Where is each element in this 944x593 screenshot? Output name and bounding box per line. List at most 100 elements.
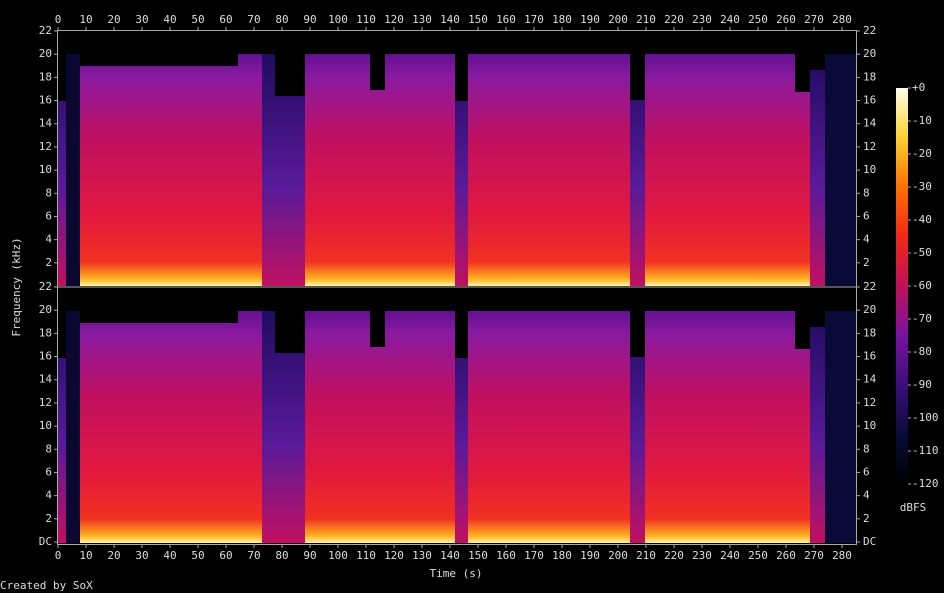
x-tick-label: 220 <box>664 549 684 562</box>
spectrogram-bottom <box>58 288 856 543</box>
x-tick-label-top: 40 <box>163 13 176 26</box>
y-tick-label: 4 <box>45 233 52 246</box>
y-tick-label: DC <box>39 535 52 548</box>
y-tick-label-right: 10 <box>863 419 876 432</box>
y-tick-label-right: 4 <box>863 233 870 246</box>
colorbar-tick-label: -90 <box>912 378 932 391</box>
x-tick-label-top: 110 <box>356 13 376 26</box>
x-tick-label: 230 <box>692 549 712 562</box>
y-tick-label: 10 <box>39 163 52 176</box>
spectrogram-top <box>58 31 856 286</box>
y-tick-label: 16 <box>39 350 52 363</box>
x-tick-label-top: 260 <box>776 13 796 26</box>
y-tick-label-right: 16 <box>863 350 876 363</box>
x-tick-label: 100 <box>328 549 348 562</box>
y-tick-label: 8 <box>45 442 52 455</box>
y-tick-label: 22 <box>39 24 52 37</box>
x-tick-label: 10 <box>79 549 92 562</box>
x-tick-label-top: 150 <box>468 13 488 26</box>
colorbar-tick-label: -20 <box>912 147 932 160</box>
x-tick-label: 200 <box>608 549 628 562</box>
y-tick-label-right: 14 <box>863 373 877 386</box>
y-tick-label: 20 <box>39 303 52 316</box>
y-tick-label: 14 <box>39 373 53 386</box>
x-tick-label-top: 280 <box>832 13 852 26</box>
y-tick-label: 18 <box>39 326 52 339</box>
colorbar-tick-label: -60 <box>912 279 932 292</box>
credit: Created by SoX <box>0 579 93 592</box>
x-tick-label: 270 <box>804 549 824 562</box>
x-tick-label-top: 120 <box>384 13 404 26</box>
x-tick-label-top: 160 <box>496 13 516 26</box>
x-tick-label: 40 <box>163 549 176 562</box>
x-tick-label-top: 210 <box>636 13 656 26</box>
colorbar-tick-label: -110 <box>912 444 939 457</box>
x-tick-label-top: 100 <box>328 13 348 26</box>
x-tick-label-top: 80 <box>275 13 288 26</box>
x-tick-label: 0 <box>55 549 62 562</box>
y-tick-label-right: 22 <box>863 24 876 37</box>
colorbar-tick-label: +0 <box>912 81 925 94</box>
y-tick-label-right: 8 <box>863 442 870 455</box>
x-tick-label: 140 <box>440 549 460 562</box>
colorbar-tick-label: -100 <box>912 411 939 424</box>
x-tick-label-top: 190 <box>580 13 600 26</box>
x-tick-label-top: 230 <box>692 13 712 26</box>
y-tick-label-right: 6 <box>863 209 870 222</box>
x-tick-label-top: 220 <box>664 13 684 26</box>
x-tick-label-top: 140 <box>440 13 460 26</box>
x-tick-label: 160 <box>496 549 516 562</box>
colorbar <box>896 88 908 484</box>
x-tick-label: 210 <box>636 549 656 562</box>
x-tick-label-top: 240 <box>720 13 740 26</box>
y-tick-label-right: 22 <box>863 280 876 293</box>
y-tick-label: 6 <box>45 465 52 478</box>
x-tick-label-top: 200 <box>608 13 628 26</box>
x-tick-label: 120 <box>384 549 404 562</box>
x-tick-label: 180 <box>552 549 572 562</box>
x-tick-label-top: 130 <box>412 13 432 26</box>
x-tick-label: 110 <box>356 549 376 562</box>
y-tick-label: 10 <box>39 419 52 432</box>
y-tick-label-right: DC <box>863 535 876 548</box>
y-tick-label: 20 <box>39 47 52 60</box>
y-tick-label: 16 <box>39 94 52 107</box>
y-tick-label-right: 6 <box>863 465 870 478</box>
x-tick-label: 20 <box>107 549 120 562</box>
y-tick-label: 8 <box>45 186 52 199</box>
y-tick-label-right: 20 <box>863 47 876 60</box>
y-tick-label-right: 8 <box>863 186 870 199</box>
x-tick-label: 260 <box>776 549 796 562</box>
y-tick-label-right: 20 <box>863 303 876 316</box>
y-tick-label-right: 12 <box>863 396 876 409</box>
x-tick-label: 170 <box>524 549 544 562</box>
y-tick-label-right: 2 <box>863 512 870 525</box>
x-tick-label-top: 10 <box>79 13 92 26</box>
colorbar-tick-label: -40 <box>912 213 932 226</box>
y-tick-label: 14 <box>39 117 53 130</box>
y-tick-label-right: 4 <box>863 489 870 502</box>
x-tick-label-top: 60 <box>219 13 232 26</box>
x-tick-label-top: 20 <box>107 13 120 26</box>
x-tick-label: 250 <box>748 549 768 562</box>
x-tick-label: 90 <box>303 549 316 562</box>
y-tick-label: 2 <box>45 256 52 269</box>
y-tick-label-right: 16 <box>863 94 876 107</box>
y-tick-label-right: 14 <box>863 117 877 130</box>
y-tick-label: 4 <box>45 489 52 502</box>
y-tick-label: 12 <box>39 396 52 409</box>
x-tick-label-top: 180 <box>552 13 572 26</box>
colorbar-tick-label: -70 <box>912 312 932 325</box>
x-tick-label: 30 <box>135 549 148 562</box>
colorbar-tick-label: -30 <box>912 180 932 193</box>
colorbar-tick-label: -80 <box>912 345 932 358</box>
x-tick-label-top: 90 <box>303 13 316 26</box>
x-tick-label-top: 170 <box>524 13 544 26</box>
x-tick-label-top: 250 <box>748 13 768 26</box>
y-axis-label: Frequency (kHz) <box>10 237 23 336</box>
x-tick-label-top: 50 <box>191 13 204 26</box>
y-tick-label-right: 12 <box>863 140 876 153</box>
x-tick-label-top: 270 <box>804 13 824 26</box>
